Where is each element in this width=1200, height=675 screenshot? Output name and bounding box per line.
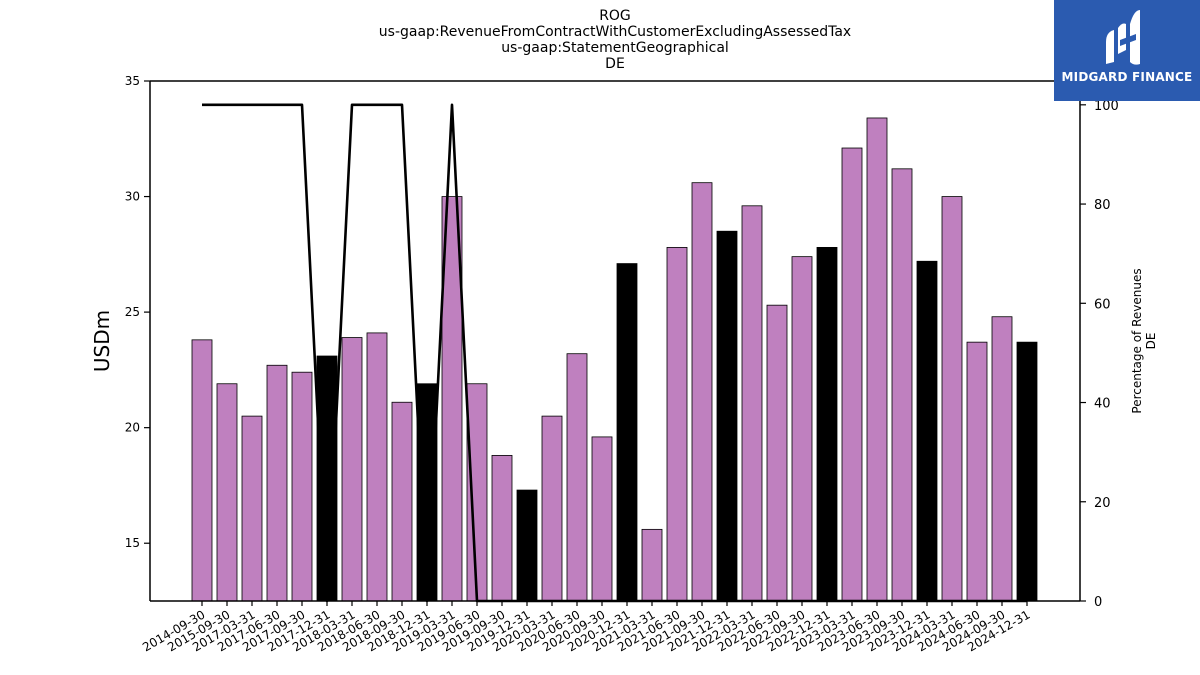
y-tick-label: 15: [125, 536, 140, 550]
right-tick-label: 60: [1094, 297, 1111, 312]
right-y-axis-label: Percentage of Revenues DE: [1130, 268, 1158, 413]
right-y-ticks: 0 20 40 60 80 100: [1080, 99, 1119, 610]
bar: [566, 353, 588, 602]
bar: [791, 256, 813, 602]
right-tick-label: 40: [1094, 397, 1111, 412]
bar: [891, 168, 913, 602]
bar: [941, 196, 963, 602]
bars: [191, 117, 1038, 602]
right-y-label-line: Percentage of Revenues: [1130, 268, 1144, 413]
bar: [191, 339, 213, 602]
bar: [241, 415, 263, 602]
bar: [641, 528, 663, 602]
bar: [616, 263, 638, 602]
left-y-ticks: 15 20 25 30 35: [125, 74, 150, 550]
bar: [841, 147, 863, 602]
bar: [216, 383, 238, 602]
y-tick-label: 20: [125, 421, 140, 435]
title-line: us-gaap:StatementGeographical: [501, 40, 729, 56]
bar: [266, 364, 288, 602]
midgard-logo-icon: [1106, 10, 1140, 65]
title-line: ROG: [599, 8, 631, 24]
bar: [391, 401, 413, 602]
bar: [816, 246, 838, 602]
right-tick-label: 20: [1094, 496, 1111, 511]
bar: [416, 383, 438, 602]
bar: [991, 316, 1013, 602]
right-tick-label: 0: [1094, 595, 1102, 610]
right-y-label-line: DE: [1144, 333, 1158, 350]
y-tick-label: 30: [125, 190, 140, 204]
title-line: us-gaap:RevenueFromContractWithCustomerE…: [379, 24, 851, 40]
bar: [716, 230, 738, 602]
bar: [866, 117, 888, 602]
y-tick-label: 35: [125, 74, 140, 88]
x-ticks: 2014-09-302015-09-302017-03-312017-06-30…: [140, 601, 1033, 654]
bar: [491, 454, 513, 602]
bar: [966, 341, 988, 602]
bar: [916, 260, 938, 602]
bar: [366, 332, 388, 602]
midgard-finance-logo: MIDGARD FINANCE: [1054, 0, 1200, 101]
bar: [741, 205, 763, 602]
bar: [1016, 341, 1038, 602]
logo-text: MIDGARD FINANCE: [1061, 70, 1193, 84]
y-tick-label: 25: [125, 305, 140, 319]
axes: [149, 80, 1081, 602]
right-tick-label: 100: [1094, 99, 1119, 114]
title-line: DE: [605, 56, 625, 72]
right-tick-label: 80: [1094, 198, 1111, 213]
bar: [341, 337, 363, 602]
bar: [541, 415, 563, 602]
bar: [466, 383, 488, 602]
bar: [516, 489, 538, 602]
bar: [666, 246, 688, 602]
bar: [591, 436, 613, 602]
y-axis-label: USDm: [90, 310, 114, 372]
bar: [691, 182, 713, 602]
bar: [766, 304, 788, 602]
chart-title: ROGus-gaap:RevenueFromContractWithCustom…: [379, 8, 851, 72]
bar: [291, 371, 313, 602]
